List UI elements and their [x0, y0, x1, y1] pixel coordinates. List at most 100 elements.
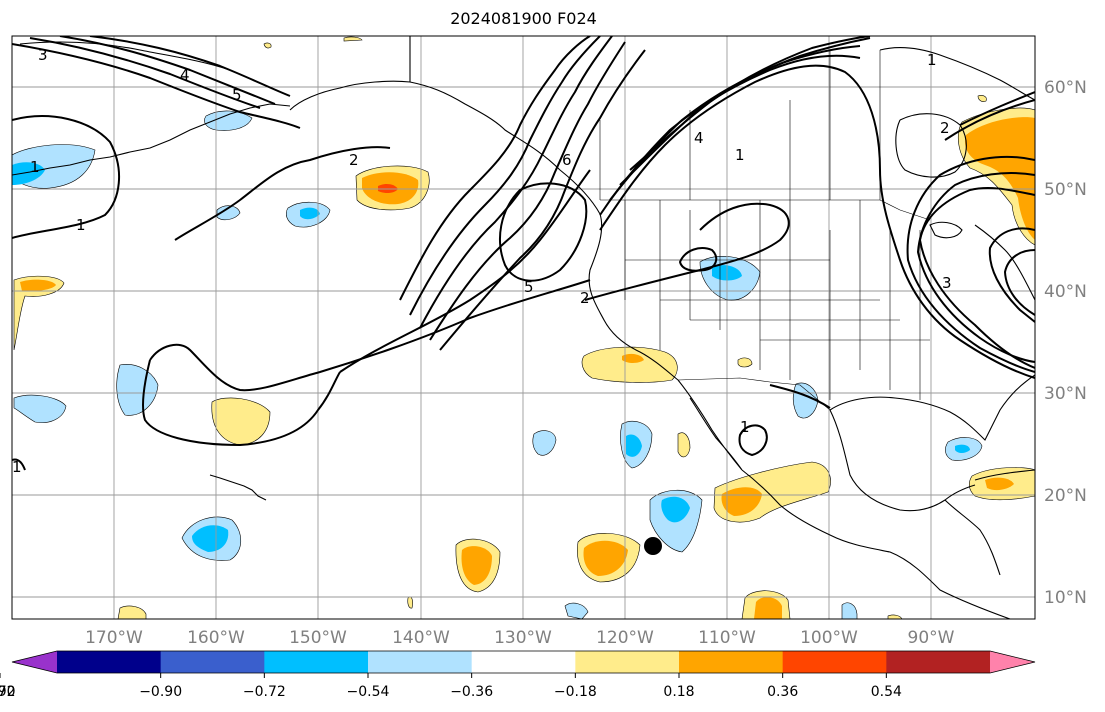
colorbar-segments	[11, 650, 1036, 674]
shade-socal-core	[622, 353, 644, 363]
colorbar-extend-min	[12, 651, 57, 673]
alaska-south-coast	[289, 80, 411, 111]
colorbar-ticks: −0.90 −0.72 −0.54 −0.36 −0.18 0.18 0.36 0.54 0.7…	[0, 673, 902, 700]
contour-label: 2	[940, 119, 950, 137]
contour-baja-1	[738, 424, 768, 457]
shade-west-positive	[13, 275, 65, 351]
shade-gulf-alaska-max	[378, 184, 398, 194]
lon-label-140w: 140°W	[392, 628, 450, 648]
trough-5	[439, 49, 646, 351]
colorbar-segment	[57, 651, 162, 673]
gulf-coast	[829, 374, 1035, 441]
us-canada-border	[600, 199, 931, 221]
colorbar-segment	[886, 651, 991, 673]
ridge-east-5	[629, 36, 871, 171]
east-coast	[974, 224, 1035, 301]
shade-mexico-core	[721, 487, 762, 516]
coastlines	[12, 36, 1035, 619]
lat-label-20: 20°N	[1044, 486, 1087, 506]
yucatan	[944, 499, 1001, 576]
colorbar-segment	[782, 651, 887, 673]
east-trough-5	[1003, 249, 1035, 316]
storm-position-dot	[644, 537, 662, 555]
shade-hawaii-ne-negative	[116, 364, 159, 416]
trough-4	[429, 41, 626, 341]
trough-1	[399, 36, 591, 301]
colorbar-tick-label: −0.72	[243, 684, 286, 700]
contour-label: 1	[735, 146, 745, 164]
lon-labels: 170°W 160°W 150°W 140°W 130°W 120°W 110°…	[85, 628, 955, 648]
lat-label-30: 30°N	[1044, 384, 1087, 404]
great-lakes	[929, 221, 963, 239]
shade-tropical-positive-2-core	[583, 540, 628, 576]
east-trough-3	[906, 155, 1035, 373]
contour-great-basin	[584, 202, 790, 301]
shade-tropical-negative-core	[661, 496, 690, 523]
lon-label-150w: 150°W	[289, 628, 347, 648]
lat-label-50: 50°N	[1044, 180, 1087, 200]
shade-central-pac-positive	[211, 397, 271, 446]
contour-label: 4	[180, 66, 190, 84]
hawaii	[209, 474, 267, 501]
colorbar-segment	[368, 651, 473, 673]
contour-label: 1	[12, 458, 22, 476]
contour-label: 5	[524, 278, 534, 296]
map-title: 2024081900 F024	[450, 9, 597, 28]
shade-small-south-5	[887, 614, 903, 619]
contour-label: 3	[942, 274, 952, 292]
lat-label-10: 10°N	[1044, 588, 1087, 608]
colorbar-segment	[679, 651, 784, 673]
contour-1-west	[12, 115, 121, 239]
contour-texas	[769, 384, 831, 409]
contour-hudson-2	[944, 99, 1035, 141]
shade-south-positive-small	[117, 605, 147, 619]
contour-label: 1	[927, 51, 937, 69]
trough-2	[409, 36, 601, 316]
ridge-west	[339, 169, 591, 373]
contour-label: 2	[349, 151, 359, 169]
shade-south-negative-small-2	[841, 602, 858, 619]
contour-5	[59, 36, 276, 105]
contour-hudson	[959, 91, 1035, 126]
contour-1-closed-small	[678, 247, 718, 272]
ridge-outer	[149, 279, 591, 392]
lat-labels: 60°N 50°N 40°N 30°N 20°N 10°N	[1044, 78, 1087, 608]
colorbar-tick-label: 0.18	[663, 684, 694, 700]
canada-arctic	[879, 46, 1035, 101]
shade-baja-negative-core	[626, 434, 642, 457]
shade-small-top-3	[977, 95, 987, 102]
mexico-west	[741, 469, 1011, 619]
lon-label-90w: 90°W	[908, 628, 955, 648]
lon-label-130w: 130°W	[494, 628, 552, 648]
lat-label-40: 40°N	[1044, 282, 1087, 302]
shade-south-negative-small	[564, 602, 589, 619]
lon-label-100w: 100°W	[800, 628, 858, 648]
colorbar-tick-label: 0.54	[871, 684, 902, 700]
colorbar-tick-label: −0.54	[347, 684, 390, 700]
colorbar-tick-label: 0.36	[767, 684, 798, 700]
contour-4	[29, 37, 261, 109]
contour-west-edge	[12, 458, 26, 471]
contour-label: 2	[580, 289, 590, 307]
contour-3-aleutian	[12, 43, 301, 129]
shade-bering-negative-core	[12, 162, 45, 185]
lon-label-170w: 170°W	[85, 628, 143, 648]
shade-hudson-core	[964, 117, 1035, 240]
colorbar-tick-label: −0.36	[450, 684, 493, 700]
map-frame	[11, 35, 1036, 620]
colorbar-segment	[264, 651, 369, 673]
shade-small-top-1	[263, 42, 272, 49]
trough-3	[419, 36, 613, 329]
lat-label-60: 60°N	[1044, 78, 1087, 98]
anomaly-shading	[12, 36, 1035, 619]
contour-labels: 3 4 5 1 2 1 2 5 6 4 3 1 1 2 1 1	[12, 46, 952, 476]
canada-provinces	[599, 50, 881, 200]
east-trough-4	[988, 227, 1035, 323]
bc-coast	[588, 213, 679, 381]
shade-far-west-negative	[13, 394, 67, 423]
us-mexico-border	[677, 377, 831, 411]
colorbar-tick-label: 0.72	[0, 684, 16, 700]
mexico-gulf	[829, 409, 976, 512]
